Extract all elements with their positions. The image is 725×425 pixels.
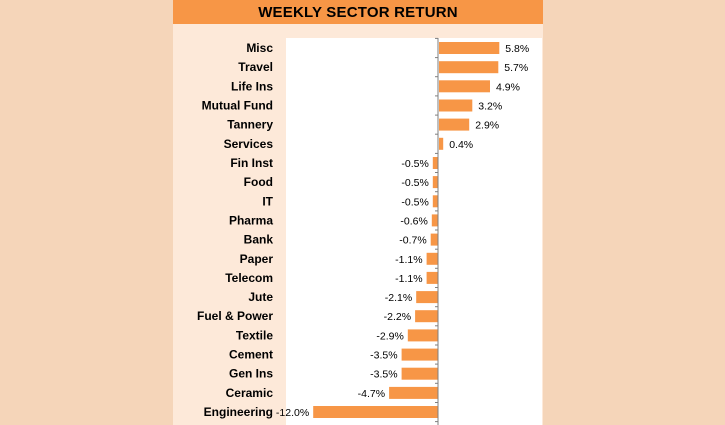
data-label: -0.7% <box>399 235 426 247</box>
category-label: Telecom <box>225 271 273 285</box>
data-label: -1.1% <box>395 254 422 266</box>
category-label: Fuel & Power <box>197 309 273 323</box>
bar <box>416 291 438 304</box>
data-label: 5.7% <box>504 62 528 74</box>
category-label: Jute <box>248 290 273 304</box>
category-label: Mutual Fund <box>202 99 273 113</box>
bar <box>313 406 438 418</box>
bar <box>432 176 438 189</box>
category-label: Food <box>244 175 273 189</box>
bar <box>415 310 438 323</box>
data-label: -3.5% <box>370 350 397 362</box>
bar <box>431 214 438 227</box>
data-label: -4.7% <box>358 388 385 400</box>
bar <box>426 252 438 265</box>
category-label: Services <box>224 137 274 151</box>
bar <box>407 329 438 342</box>
bar <box>430 233 438 246</box>
category-label: IT <box>262 194 273 208</box>
category-label: Tannery <box>227 118 273 132</box>
chart-title-bar: WEEKLY SECTOR RETURN <box>173 0 543 24</box>
category-label: Fin Inst <box>230 156 273 170</box>
data-label: 4.9% <box>496 81 520 93</box>
category-label: Misc <box>246 41 273 55</box>
category-label: Life Ins <box>231 79 273 93</box>
bar <box>439 99 473 112</box>
category-label: Travel <box>238 60 273 74</box>
category-label: Engineering <box>204 405 273 419</box>
data-label: 5.8% <box>505 43 529 55</box>
data-label: 2.9% <box>475 120 499 132</box>
bar <box>426 271 438 284</box>
bar <box>389 386 438 399</box>
category-label: Ceramic <box>226 386 274 400</box>
category-label: Gen Ins <box>229 367 273 381</box>
category-label: Paper <box>240 252 274 266</box>
data-label: -2.2% <box>384 311 411 323</box>
category-label: Bank <box>244 233 274 247</box>
bar <box>401 348 438 361</box>
category-label: Pharma <box>229 213 273 227</box>
chart-title: WEEKLY SECTOR RETURN <box>258 3 458 21</box>
bar <box>439 137 444 150</box>
data-label: -3.5% <box>370 369 397 381</box>
data-label: -2.1% <box>385 292 412 304</box>
category-label: Cement <box>229 348 273 362</box>
data-label: -0.6% <box>400 215 427 227</box>
bar <box>439 80 490 93</box>
bar <box>439 61 499 74</box>
category-label: Textile <box>236 328 273 342</box>
bar <box>432 195 438 208</box>
bar <box>401 367 438 380</box>
data-label: 3.2% <box>478 101 502 113</box>
data-label: -0.5% <box>401 196 428 208</box>
data-label: -0.5% <box>401 177 428 189</box>
data-label: -1.1% <box>395 273 422 285</box>
data-label: -0.5% <box>401 158 428 170</box>
bar <box>439 118 470 131</box>
bar <box>432 157 438 169</box>
data-label: 0.4% <box>449 139 473 151</box>
data-label: -2.9% <box>376 330 403 342</box>
data-label: -12.0% <box>276 407 309 419</box>
bar <box>439 42 500 54</box>
